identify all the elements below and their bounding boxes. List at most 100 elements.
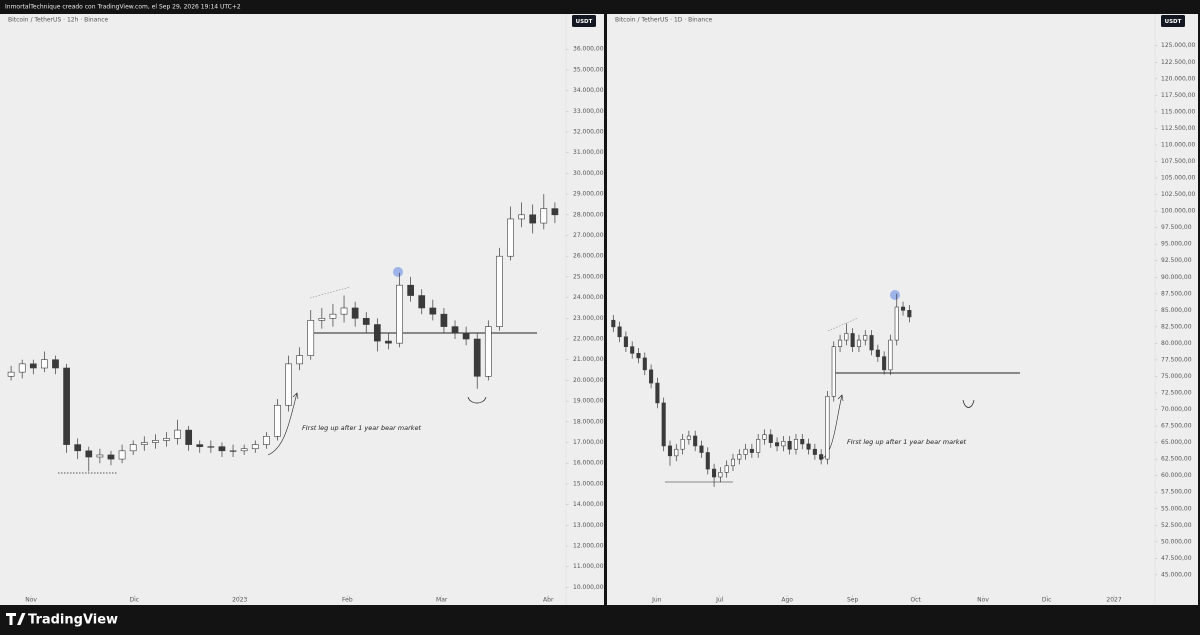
candle-body: [296, 355, 303, 365]
x-tick-label: Feb: [342, 597, 353, 604]
currency-box: [572, 15, 596, 27]
y-tick-label: 110.000,00: [1161, 141, 1196, 148]
candle-body: [611, 319, 616, 328]
y-tick-label: 29.000,00: [573, 191, 604, 198]
y-tick-label: 11.000,00: [573, 563, 604, 570]
y-tick-label: 13.000,00: [573, 522, 604, 529]
candle-body: [496, 255, 503, 327]
candle-body: [440, 313, 448, 327]
dotted-trend-line: [827, 317, 859, 332]
candle-body: [693, 435, 698, 447]
candle-body: [636, 353, 641, 359]
candle-body: [351, 307, 359, 319]
annotation: FIrst leg up after 1 year bear market: [847, 438, 967, 446]
candle-body: [185, 429, 193, 445]
y-tick-label: 21.000,00: [573, 356, 604, 363]
x-tick-label: Mar: [436, 597, 448, 604]
candle-body: [418, 295, 426, 309]
y-tick-label: 75.000,00: [1161, 373, 1192, 380]
candle-body: [850, 333, 855, 348]
y-tick-label: 85.000,00: [1161, 307, 1192, 314]
candle-body: [831, 346, 836, 397]
candle-body: [775, 442, 780, 447]
y-tick-label: 32.000,00: [573, 129, 604, 136]
candle-body: [462, 332, 470, 340]
candle-body: [207, 446, 215, 448]
candle-body: [623, 336, 628, 348]
candle-body: [680, 439, 685, 450]
y-tick-label: 92.500,00: [1161, 257, 1192, 264]
candle-body: [793, 439, 798, 450]
y-tick-label: 60.000,00: [1161, 472, 1192, 479]
x-tick-label: Ago: [781, 597, 793, 604]
candle-body: [152, 440, 159, 443]
candle-body: [518, 214, 525, 220]
candle-body: [787, 440, 792, 450]
y-tick-label: 82.500,00: [1161, 323, 1192, 330]
candle-body: [263, 436, 270, 445]
y-tick-label: 65.000,00: [1161, 439, 1192, 446]
peak-dot: [890, 290, 900, 300]
candle-body: [473, 338, 481, 377]
candle-body: [812, 448, 817, 455]
y-tick-label: 97.500,00: [1161, 224, 1192, 231]
footer: TradingView: [6, 613, 118, 628]
candle-body: [41, 359, 48, 369]
candle-body: [642, 357, 647, 371]
candle-body: [107, 454, 115, 460]
candle-body: [869, 335, 874, 351]
candle-body: [85, 450, 93, 458]
y-tick-label: 117.500,00: [1161, 92, 1196, 99]
candle-body: [362, 318, 370, 325]
candle-body: [844, 333, 849, 341]
arrow-curve: [819, 394, 843, 461]
candle-body: [712, 468, 717, 478]
drawings: [58, 267, 1020, 483]
candle-body: [318, 318, 326, 321]
candle-body: [429, 307, 437, 315]
y-tick-label: 34.000,00: [573, 87, 604, 94]
candle-body: [251, 444, 259, 450]
y-tick-label: 22.000,00: [573, 336, 604, 343]
candle-body: [882, 356, 887, 371]
candle-body: [655, 382, 660, 404]
y-tick-label: 24.000,00: [573, 294, 604, 301]
y-tick-label: 122.500,00: [1161, 59, 1196, 66]
y-tick-label: 95.000,00: [1161, 241, 1192, 248]
y-tick-label: 19.000,00: [573, 398, 604, 405]
candle-body: [838, 339, 843, 348]
y-tick-label: 112.500,00: [1161, 125, 1196, 132]
y-tick-label: 62.500,00: [1161, 456, 1192, 463]
x-tick-label: Abr: [543, 597, 554, 604]
x-tick-label: 2027: [1106, 597, 1121, 604]
y-tick-label: 30.000,00: [573, 170, 604, 177]
y-tick-label: 27.000,00: [573, 232, 604, 239]
candle-body: [667, 445, 673, 457]
x-tick-label: Oct: [910, 597, 921, 604]
candle-body: [894, 306, 899, 341]
y-tick-label: 45.000,00: [1161, 571, 1192, 578]
y-tick-label: 57.500,00: [1161, 489, 1192, 496]
candle-body: [307, 320, 315, 356]
candle-body: [674, 448, 679, 457]
chart-title: Bitcoin / TetherUS · 12h · Binance: [8, 17, 109, 24]
y-tick-label: 90.000,00: [1161, 274, 1192, 281]
candle-body: [329, 313, 337, 319]
y-tick-label: 12.000,00: [573, 543, 604, 550]
candle-body: [18, 363, 26, 373]
y-tick-label: 87.500,00: [1161, 290, 1192, 297]
candle-body: [218, 446, 226, 452]
candle-body: [74, 444, 82, 452]
candle-body: [551, 208, 559, 216]
candle-body: [768, 434, 773, 443]
chart-title: Bitcoin / TetherUS · 1D · Binance: [615, 17, 713, 24]
y-tick-label: 10.000,00: [573, 584, 604, 591]
candle-body: [901, 306, 906, 311]
candle-body: [617, 326, 622, 338]
y-tick-label: 77.500,00: [1161, 356, 1192, 363]
candle-body: [806, 443, 811, 450]
candle-body: [529, 214, 537, 224]
candle-body: [743, 448, 748, 455]
x-tick-label: 2023: [232, 597, 247, 604]
candle-body: [274, 404, 281, 437]
